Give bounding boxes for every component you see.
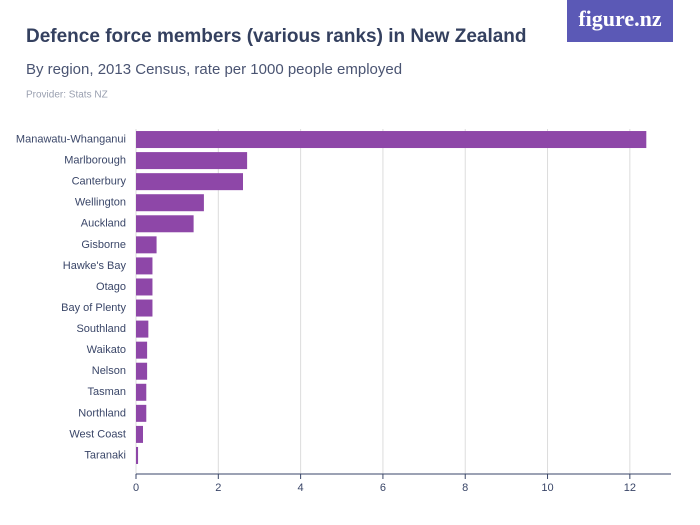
- bar: [136, 383, 147, 401]
- y-tick-label: Nelson: [92, 365, 126, 377]
- bar: [136, 173, 243, 191]
- x-tick-label: 0: [133, 482, 139, 494]
- bar: [136, 236, 157, 254]
- x-tick-label: 12: [624, 482, 636, 494]
- bar: [136, 446, 139, 464]
- y-tick-label: Tasman: [87, 386, 126, 398]
- y-tick-label: Bay of Plenty: [61, 302, 126, 314]
- bar: [136, 215, 194, 233]
- bar: [136, 404, 147, 422]
- x-tick-label: 4: [298, 482, 304, 494]
- bar: [136, 278, 153, 296]
- bar: [136, 320, 149, 338]
- logo-box: [567, 0, 673, 42]
- bar: [136, 362, 148, 380]
- y-tick-label: West Coast: [69, 428, 126, 440]
- y-tick-label: Marlborough: [64, 155, 126, 167]
- y-tick-label: Canterbury: [72, 176, 127, 188]
- y-tick-label: Hawke's Bay: [63, 260, 127, 272]
- y-tick-label: Taranaki: [84, 449, 126, 461]
- chart-subtitle: By region, 2013 Census, rate per 1000 pe…: [26, 61, 402, 78]
- y-tick-label: Waikato: [87, 344, 126, 356]
- bar: [136, 299, 153, 317]
- bar: [136, 152, 248, 170]
- y-tick-label: Northland: [78, 407, 126, 419]
- x-tick-label: 8: [462, 482, 468, 494]
- y-tick-label: Otago: [96, 281, 126, 293]
- y-tick-label: Gisborne: [81, 239, 126, 251]
- x-tick-label: 2: [215, 482, 221, 494]
- bar: [136, 341, 148, 359]
- x-tick-label: 10: [541, 482, 553, 494]
- bar: [136, 425, 143, 443]
- y-tick-label: Manawatu-Whanganui: [16, 133, 126, 145]
- y-tick-label: Wellington: [75, 197, 126, 209]
- chart-title: Defence force members (various ranks) in…: [26, 26, 527, 47]
- x-tick-label: 6: [380, 482, 386, 494]
- y-tick-label: Auckland: [81, 218, 126, 230]
- y-tick-label: Southland: [76, 323, 126, 335]
- logo: figure.nz: [578, 6, 662, 31]
- bar: [136, 257, 153, 275]
- provider: Provider: Stats NZ: [26, 90, 108, 101]
- bar: [136, 131, 647, 149]
- bar: [136, 194, 204, 212]
